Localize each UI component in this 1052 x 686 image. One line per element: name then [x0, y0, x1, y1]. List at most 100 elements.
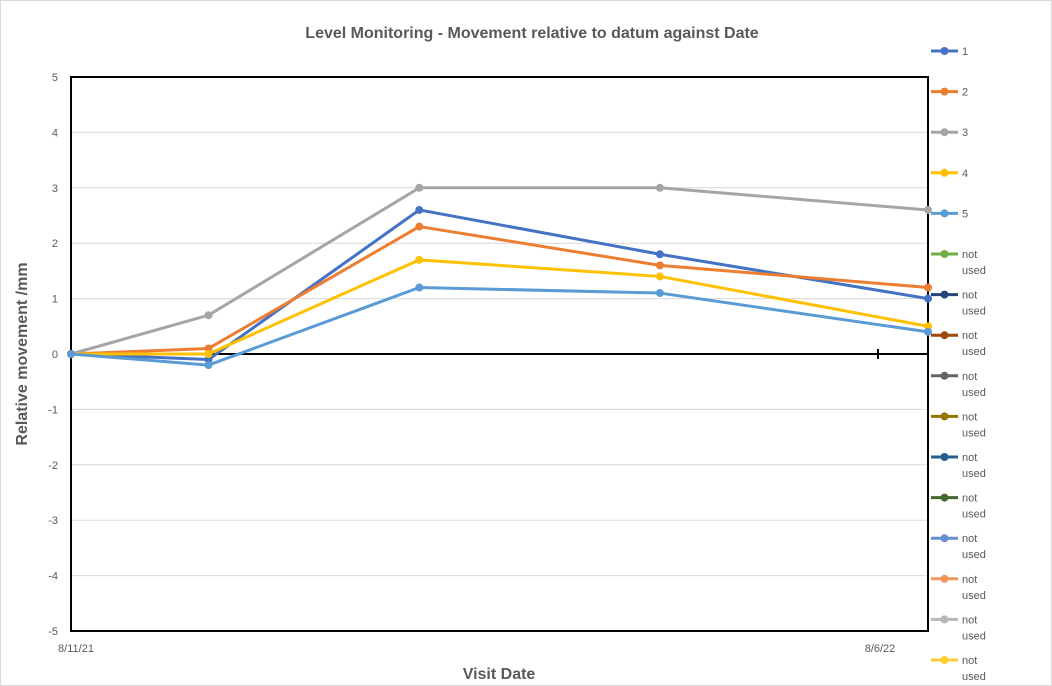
chart-title: Level Monitoring - Movement relative to …	[305, 25, 759, 42]
legend-label: used	[962, 549, 986, 561]
y-tick-label: 2	[52, 238, 58, 250]
legend-label: used	[962, 427, 986, 439]
legend-label: not	[962, 330, 977, 342]
data-point	[655, 289, 664, 298]
series-5	[67, 283, 932, 370]
data-point	[204, 355, 213, 364]
legend-item: not used	[931, 655, 986, 683]
data-point	[204, 311, 213, 320]
legend-label: used	[962, 509, 986, 521]
y-tick-label: -3	[48, 515, 58, 527]
legend-item: not used	[931, 411, 986, 439]
legend-label: used	[962, 387, 986, 399]
y-tick-label: -1	[48, 404, 58, 416]
legend-marker	[940, 209, 949, 218]
legend-label: used	[962, 671, 986, 683]
legend-label: not	[962, 493, 977, 505]
legend-label: not	[962, 574, 977, 586]
y-tick-label: 3	[52, 183, 58, 195]
y-tick-label: -4	[48, 571, 58, 583]
x-axis-title: Visit Date	[463, 666, 536, 683]
data-point	[415, 255, 424, 264]
data-point	[924, 322, 932, 331]
legend-label: not	[962, 452, 977, 464]
y-tick-label: 5	[52, 72, 58, 84]
legend-marker	[940, 331, 949, 340]
data-point	[415, 222, 424, 231]
legend-item: 4	[931, 168, 968, 180]
legend-label: 1	[962, 46, 968, 58]
series-layer	[67, 183, 932, 370]
data-point	[924, 294, 932, 303]
legend-marker	[940, 47, 949, 55]
data-point	[204, 361, 213, 370]
legend-label: 3	[962, 127, 968, 139]
data-point	[67, 350, 75, 358]
legend-label: 5	[962, 208, 968, 220]
y-tick-label: -5	[48, 626, 58, 638]
legend-label: not	[962, 411, 977, 423]
legend-marker	[940, 656, 949, 664]
legend-item: not used	[931, 249, 986, 277]
legend-label: not	[962, 533, 977, 545]
legend-label: not	[962, 655, 977, 667]
legend-marker	[940, 290, 949, 299]
legend-marker	[940, 534, 949, 543]
y-tick-label: 0	[52, 349, 58, 361]
legend-item: not used	[931, 330, 986, 358]
legend-label: used	[962, 630, 986, 642]
legend-item: not used	[931, 371, 986, 399]
legend-marker	[940, 615, 949, 624]
legend-label: used	[962, 265, 986, 277]
legend-item: 2	[931, 87, 968, 99]
legend-label: used	[962, 306, 986, 318]
legend-item: not used	[931, 574, 986, 602]
legend-item: 3	[931, 127, 968, 139]
legend-marker	[940, 250, 949, 258]
legend-label: not	[962, 371, 977, 383]
legend-label: not	[962, 249, 977, 261]
legend-item: not used	[931, 614, 986, 642]
data-point	[655, 261, 664, 270]
data-point	[924, 205, 932, 214]
legend-item: 5	[931, 208, 968, 220]
gridlines	[71, 131, 928, 577]
data-point	[924, 283, 932, 292]
legend-label: used	[962, 468, 986, 480]
legend-label: 2	[962, 87, 968, 99]
data-point	[655, 250, 664, 259]
legend-marker	[940, 574, 949, 583]
y-tick-labels: -5 -4 -3 -2 -1 0 1 2 3 4 5	[48, 72, 58, 638]
data-point	[415, 183, 424, 192]
y-tick-label: 1	[52, 294, 58, 306]
legend-item: not used	[931, 493, 986, 521]
x-tick-label: 8/11/21	[58, 643, 94, 655]
legend-marker	[940, 128, 949, 137]
data-point	[924, 327, 932, 336]
legend-marker	[940, 371, 949, 380]
legend-label: not	[962, 614, 977, 626]
data-point	[415, 283, 424, 292]
legend-marker	[940, 168, 949, 177]
legend-marker	[940, 493, 949, 502]
data-point	[204, 350, 213, 358]
data-point	[655, 183, 664, 192]
legend-marker	[940, 87, 949, 96]
data-point	[204, 344, 213, 353]
y-tick-label: 4	[52, 127, 58, 139]
data-point	[415, 205, 424, 214]
legend-marker	[940, 412, 949, 421]
legend-item: 1	[931, 46, 968, 58]
legend-label: used	[962, 590, 986, 602]
data-point	[655, 272, 664, 281]
y-axis-title: Relative movement /mm	[14, 262, 31, 445]
legend-item: not used	[931, 452, 986, 480]
x-tick-labels: 8/11/21 8/6/22	[58, 643, 895, 655]
legend-item: not used	[931, 290, 986, 318]
y-tick-label: -2	[48, 460, 58, 472]
legend-label: used	[962, 346, 986, 358]
legend: 1 2 3 4 5 not used not used not used not used not used…	[931, 46, 986, 683]
